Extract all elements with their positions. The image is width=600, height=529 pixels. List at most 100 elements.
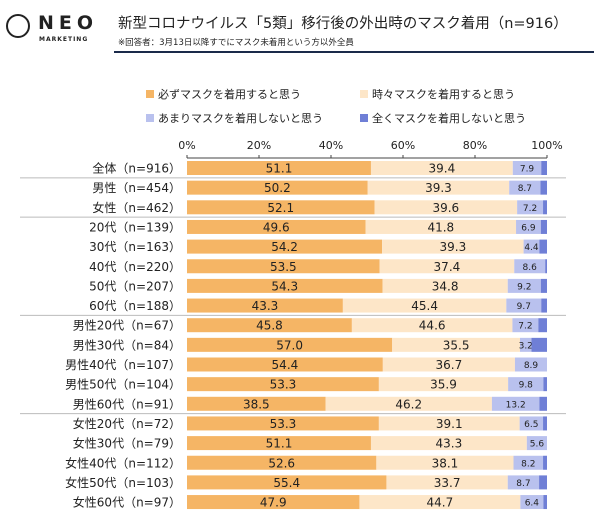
bar-segment bbox=[187, 278, 383, 293]
data-label: 9.7 bbox=[517, 302, 531, 312]
data-label: 53.5 bbox=[270, 260, 297, 274]
data-label: 9.8 bbox=[519, 381, 534, 391]
bar-segment bbox=[543, 455, 547, 470]
legend-item: 時々マスクを着用すると思う bbox=[360, 86, 515, 102]
data-label: 39.6 bbox=[432, 201, 459, 215]
data-label: 39.4 bbox=[429, 162, 456, 176]
category-label: 全体（n=916） bbox=[92, 161, 181, 176]
legend-swatch bbox=[146, 114, 154, 122]
category-label: 男性20代（n=67） bbox=[73, 319, 181, 333]
bar-segment bbox=[539, 239, 547, 254]
bar-segment bbox=[543, 416, 547, 431]
data-label: 54.2 bbox=[271, 240, 298, 254]
data-label: 45.4 bbox=[411, 299, 438, 313]
data-label: 52.1 bbox=[267, 201, 294, 215]
bar-segment bbox=[187, 357, 383, 372]
data-label: 44.7 bbox=[427, 496, 454, 510]
bar-segment bbox=[367, 180, 510, 195]
legend-item: 必ずマスクを着用すると思う bbox=[146, 86, 301, 102]
data-label: 3.2 bbox=[519, 341, 533, 351]
data-label: 7.2 bbox=[523, 204, 537, 214]
bar-segment bbox=[491, 396, 540, 411]
x-tick-label: 80% bbox=[463, 139, 487, 152]
bar-segment bbox=[187, 416, 379, 431]
data-label: 43.3 bbox=[436, 437, 463, 451]
bar-segment bbox=[187, 219, 366, 234]
x-tick-label: 40% bbox=[319, 139, 343, 152]
category-label: 女性60代（n=97） bbox=[73, 495, 181, 510]
bar-segment bbox=[519, 416, 544, 431]
category-label: 女性40代（n=112） bbox=[65, 455, 181, 470]
bar-segment bbox=[392, 337, 520, 352]
bar-segment bbox=[540, 219, 547, 234]
bar-segment bbox=[540, 278, 547, 293]
bar-segment bbox=[187, 396, 326, 411]
bar-segment bbox=[523, 239, 540, 254]
data-label: 51.1 bbox=[266, 162, 293, 176]
bar-segment bbox=[517, 200, 544, 215]
data-label: 8.7 bbox=[518, 184, 532, 194]
data-label: 4.4 bbox=[524, 243, 539, 253]
category-label: 60代（n=188） bbox=[89, 299, 181, 313]
bar-segment bbox=[386, 475, 508, 490]
bar-segment bbox=[543, 495, 547, 510]
bar-segment bbox=[351, 318, 513, 333]
neo-marketing-logo: NEO MARKETING bbox=[6, 12, 96, 52]
bar-segment bbox=[187, 239, 383, 254]
bar-segment bbox=[514, 259, 546, 274]
bar-segment bbox=[382, 239, 524, 254]
data-label: 9.2 bbox=[517, 282, 531, 292]
chart-subtitle: ※回答者：3月13日以降すでにマスク未着用という方以外全員 bbox=[118, 38, 354, 48]
category-label: 40代（n=220） bbox=[89, 260, 181, 274]
legend-label: あまりマスクを着用しないと思う bbox=[158, 112, 323, 125]
bar-segment bbox=[516, 219, 541, 234]
data-label: 7.2 bbox=[518, 322, 532, 332]
data-label: 39.3 bbox=[440, 240, 467, 254]
data-label: 44.6 bbox=[419, 319, 446, 333]
legend-swatch bbox=[360, 90, 368, 98]
data-label: 43.3 bbox=[252, 299, 279, 313]
data-label: 45.8 bbox=[256, 319, 283, 333]
bar-segment bbox=[512, 161, 542, 175]
bar-segment bbox=[374, 200, 518, 215]
data-label: 47.9 bbox=[260, 496, 287, 510]
bar-segment bbox=[382, 278, 508, 293]
bar-segment bbox=[370, 436, 527, 451]
category-label: 男性30代（n=84） bbox=[73, 338, 181, 352]
category-label: 女性50代（n=103） bbox=[65, 475, 181, 490]
bar-segment bbox=[539, 396, 547, 411]
data-label: 8.2 bbox=[521, 459, 535, 469]
data-label: 46.2 bbox=[395, 397, 422, 411]
bar-segment bbox=[508, 377, 544, 392]
bar-segment bbox=[543, 377, 547, 392]
data-label: 34.8 bbox=[432, 279, 459, 293]
bar-segment bbox=[187, 495, 360, 510]
data-label: 35.5 bbox=[443, 338, 470, 352]
data-label: 33.7 bbox=[434, 476, 461, 490]
bar-segment bbox=[379, 259, 515, 274]
header-divider bbox=[114, 51, 594, 53]
bar-segment bbox=[187, 475, 387, 490]
data-label: 39.1 bbox=[436, 417, 463, 431]
legend-item: 全くマスクを着用しないと思う bbox=[360, 110, 526, 126]
bar-segment bbox=[507, 475, 540, 490]
bar-segment bbox=[512, 318, 539, 333]
logo-wave-icon bbox=[6, 14, 30, 38]
bar-segment bbox=[545, 259, 547, 274]
data-label: 35.9 bbox=[430, 378, 457, 392]
legend-swatch bbox=[146, 90, 154, 98]
data-label: 5.6 bbox=[530, 440, 545, 450]
legend-label: 全くマスクを着用しないと思う bbox=[372, 112, 526, 125]
category-label: 男性（n=454） bbox=[92, 181, 181, 195]
bar-segment bbox=[520, 495, 544, 510]
data-label: 49.6 bbox=[263, 220, 290, 234]
data-label: 38.1 bbox=[432, 456, 459, 470]
data-label: 36.7 bbox=[436, 358, 463, 372]
bar-segment bbox=[342, 298, 507, 313]
data-label: 57.0 bbox=[276, 338, 303, 352]
chart-title: 新型コロナウイルス「5類」移行後の外出時のマスク着用（n=916） bbox=[118, 16, 568, 32]
x-tick-label: 100% bbox=[531, 139, 562, 152]
data-label: 6.5 bbox=[524, 420, 538, 430]
